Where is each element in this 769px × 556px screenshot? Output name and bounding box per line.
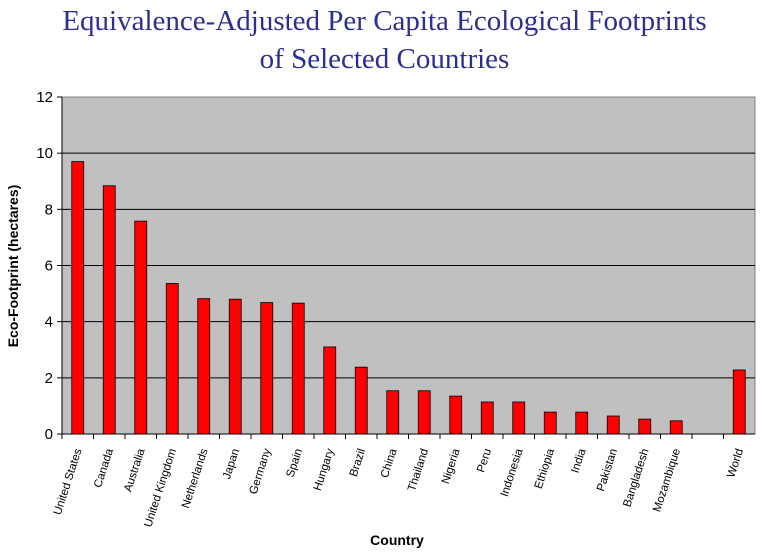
- x-tick-label: Japan: [221, 447, 242, 481]
- bars: [71, 161, 746, 435]
- y-tick-label: 8: [45, 201, 53, 218]
- x-tick-label: Thailand: [406, 447, 431, 493]
- x-tick-label: Australia: [122, 447, 147, 494]
- bar: [323, 346, 337, 435]
- bar: [575, 411, 589, 435]
- y-tick-label: 0: [45, 426, 53, 443]
- y-axis-label: Eco-Footprint (hectares): [5, 185, 21, 348]
- bar: [102, 185, 116, 435]
- chart-title-line: Equivalence-Adjusted Per Capita Ecologic…: [62, 5, 707, 37]
- x-tick-label: World: [725, 447, 746, 479]
- x-tick-label: Mozambique: [651, 447, 683, 513]
- bar: [71, 161, 85, 435]
- bar: [543, 411, 557, 435]
- bar: [606, 415, 620, 435]
- x-tick-label: Hungary: [312, 447, 337, 492]
- x-tick-label: United Kingdom: [142, 447, 179, 529]
- x-tick-label: Canada: [92, 447, 116, 490]
- x-tick-label: Ethiopia: [533, 447, 557, 491]
- bar: [512, 401, 526, 435]
- bar: [669, 420, 683, 435]
- y-tick-label: 10: [36, 145, 53, 162]
- x-tick-label: United States: [52, 447, 85, 517]
- x-tick-label: India: [569, 447, 588, 475]
- bar: [291, 302, 305, 435]
- bar: [386, 390, 400, 435]
- x-tick-label: Indonesia: [499, 447, 526, 499]
- y-tick-label: 6: [45, 258, 53, 275]
- gridlines: [62, 152, 755, 379]
- bar: [732, 369, 746, 435]
- y-tick-label: 2: [45, 370, 53, 387]
- bar: [228, 298, 242, 435]
- x-tick-label: Spain: [285, 447, 306, 479]
- y-tick-labels: 0 2 4 6 8 10 12: [36, 89, 62, 443]
- y-tick-label: 12: [36, 89, 53, 106]
- bar: [638, 418, 652, 435]
- x-tick-label: Germany: [248, 447, 274, 496]
- bar: [197, 298, 211, 435]
- x-tick-label: Bangladesh: [621, 447, 651, 508]
- bar: [449, 395, 463, 435]
- x-tick-label: Peru: [475, 447, 494, 474]
- x-tick-label: Pakistan: [595, 447, 620, 493]
- bar: [480, 401, 494, 435]
- bar: [260, 302, 274, 435]
- y-tick-label: 4: [45, 314, 53, 331]
- x-tick-label: Netherlands: [180, 447, 211, 510]
- x-tick-label: Nigeria: [440, 447, 463, 486]
- bar: [134, 220, 148, 435]
- bar: [354, 366, 368, 435]
- bar: [417, 390, 431, 435]
- bar: [165, 283, 179, 435]
- x-axis-label: Country: [370, 532, 424, 548]
- chart-subtitle-line: of Selected Countries: [259, 43, 510, 75]
- x-tick-label: China: [379, 447, 400, 480]
- x-tick-label: Brazil: [348, 447, 368, 478]
